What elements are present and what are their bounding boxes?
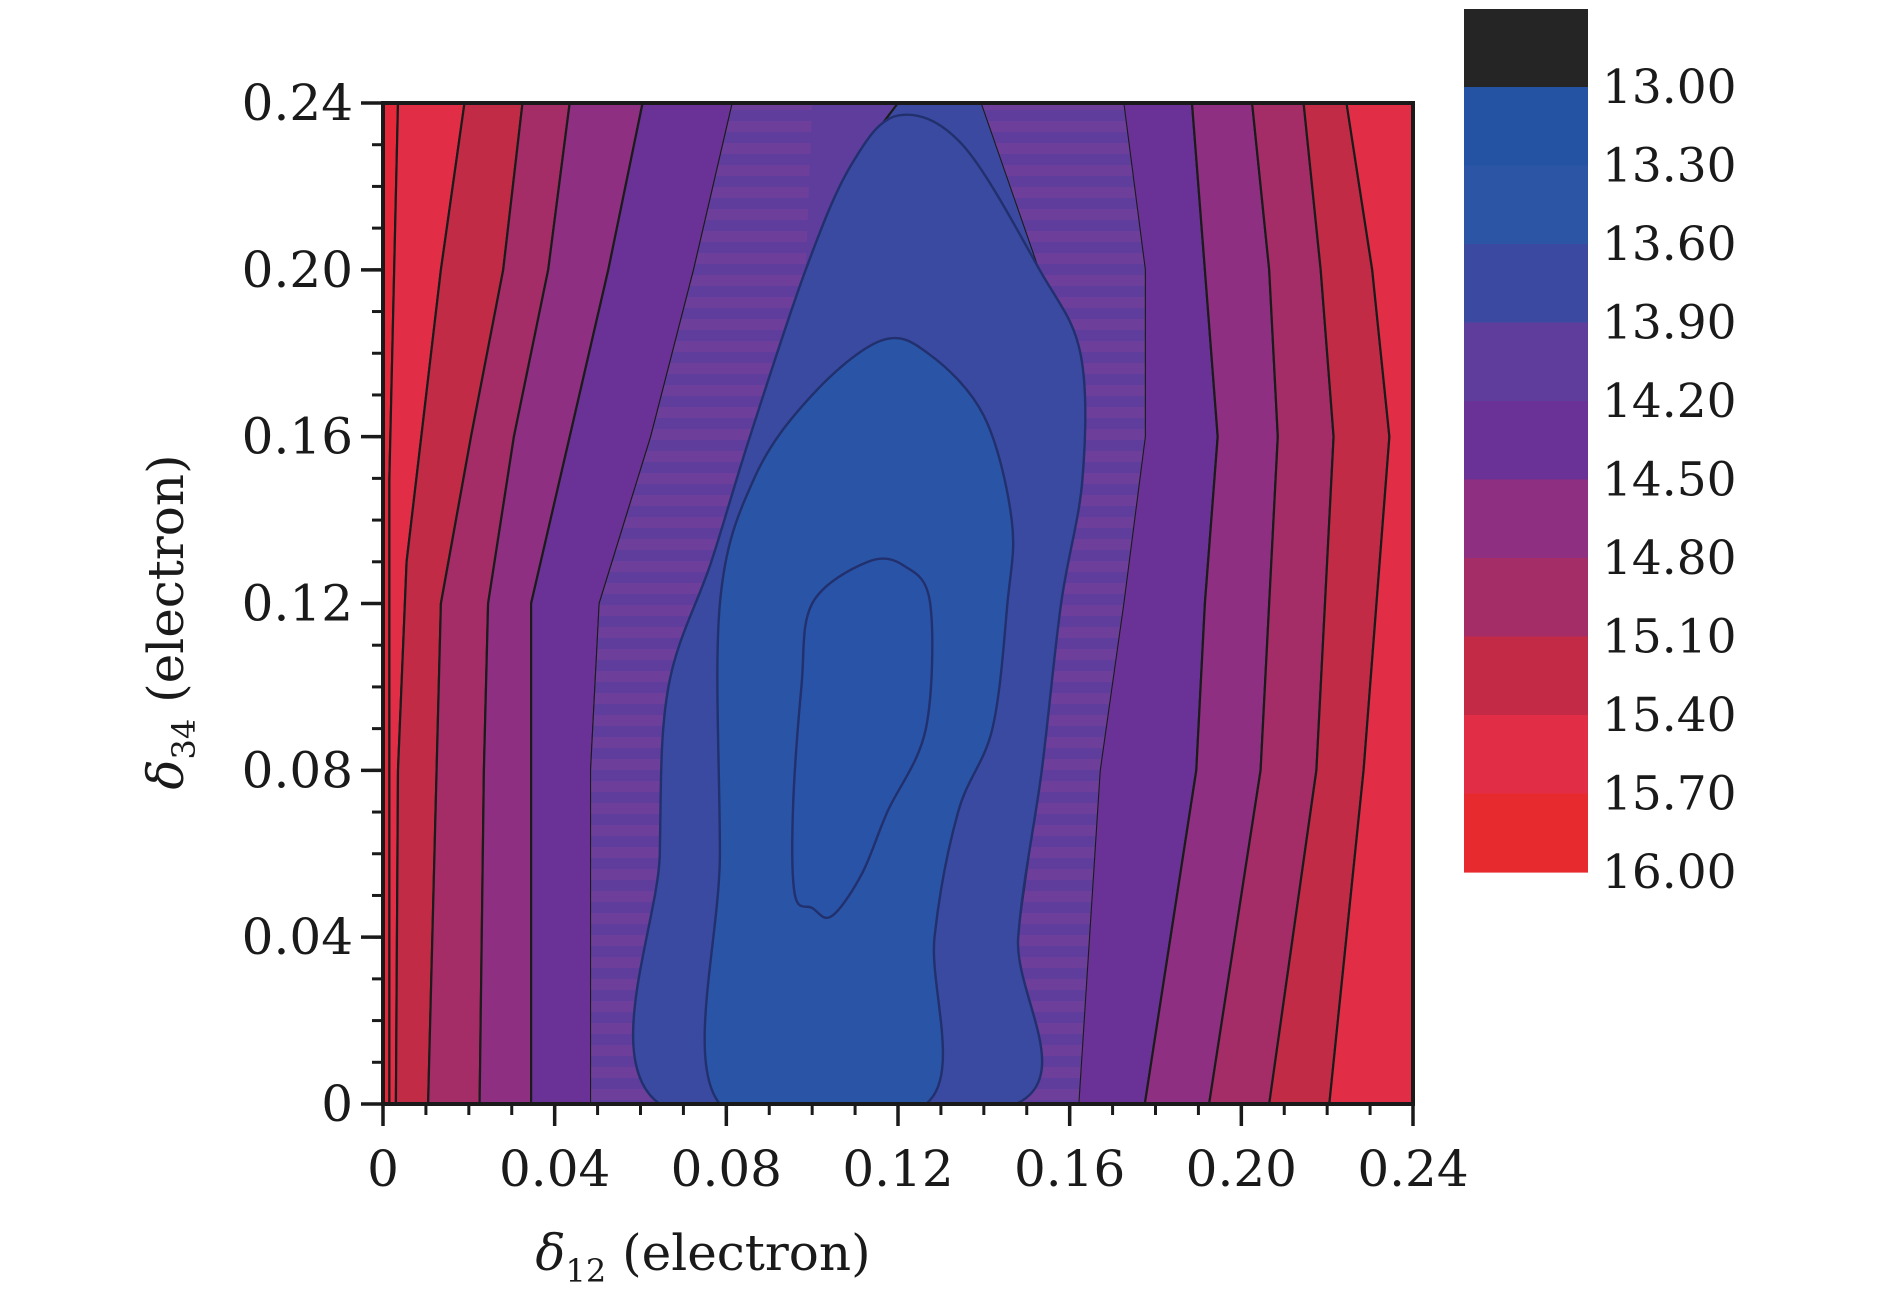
y-axis-title: δ34 (electron)	[137, 454, 203, 789]
x-tick-label: 0.12	[842, 1140, 953, 1198]
y-tick-label: 0.16	[242, 408, 353, 466]
colorbar-swatch-0	[1464, 9, 1588, 88]
x-axis-subscript: 12	[566, 1252, 607, 1290]
y-tick-label: 0.04	[242, 908, 353, 966]
colorbar-label: 15.10	[1602, 610, 1737, 665]
y-axis-subscript: 34	[165, 719, 203, 760]
y-tick-label: 0	[321, 1075, 353, 1133]
colorbar-label: 13.00	[1602, 60, 1737, 115]
colorbar-label: 15.70	[1602, 767, 1737, 822]
contour-regions	[631, 113, 1087, 1104]
colorbar-swatch-2	[1464, 165, 1588, 245]
contour-region-13-6	[791, 557, 934, 920]
x-tick-labels: 0 0.04 0.08 0.12 0.16 0.20 0.24	[367, 1140, 1469, 1198]
x-tick-label: 0.24	[1357, 1140, 1468, 1198]
colorbar-label: 13.90	[1602, 296, 1737, 351]
hatched-band-1	[981, 103, 1145, 1104]
y-tick-label: 0.20	[242, 241, 353, 299]
x-tick-label: 0.04	[499, 1140, 610, 1198]
colorbar-label: 16.00	[1602, 845, 1737, 900]
hatched-bands	[591, 103, 1145, 1104]
colorbar-label: 14.20	[1602, 374, 1737, 429]
plot-area	[383, 103, 1413, 1104]
colorbar-label: 13.30	[1602, 139, 1737, 194]
y-axis-unit: (electron)	[137, 454, 195, 718]
colorbar-swatch-5	[1464, 401, 1588, 481]
x-tick-label: 0.16	[1014, 1140, 1125, 1198]
y-tick-label: 0.24	[242, 74, 353, 132]
colorbar-swatch-1	[1464, 87, 1588, 167]
colorbar-label: 14.80	[1602, 531, 1737, 586]
x-axis-title: δ12 (electron)	[535, 1224, 870, 1290]
x-axis-symbol: δ	[535, 1224, 565, 1282]
colorbar-label: 14.50	[1602, 453, 1737, 508]
x-tick-label: 0.20	[1186, 1140, 1297, 1198]
colorbar-swatch-6	[1464, 479, 1588, 559]
y-tick-labels: 0 0.04 0.08 0.12 0.16 0.20 0.24	[242, 74, 353, 1133]
axes	[361, 101, 1415, 1126]
colorbar-swatch-4	[1464, 322, 1588, 402]
x-axis-unit: (electron)	[606, 1224, 870, 1282]
colorbar-label: 13.60	[1602, 217, 1737, 272]
y-axis-symbol: δ	[137, 760, 195, 790]
contour-band-12	[1328, 103, 1413, 1104]
y-tick-label: 0.12	[242, 575, 353, 633]
x-tick-label: 0.08	[671, 1140, 782, 1198]
colorbar-swatch-9	[1464, 715, 1588, 795]
colorbar-label: 15.40	[1602, 688, 1737, 743]
colorbar: 13.00 13.30 13.60 13.90 14.20 14.50 14.80 15.10…	[1464, 9, 1737, 900]
colorbar-swatch-3	[1464, 244, 1588, 324]
colorbar-swatch-7	[1464, 558, 1588, 638]
colorbar-swatch-10	[1464, 793, 1588, 873]
y-tick-label: 0.08	[242, 741, 353, 799]
hatched-band-0	[591, 103, 813, 1104]
colorbar-swatch-8	[1464, 636, 1588, 716]
x-tick-label: 0	[367, 1140, 399, 1198]
